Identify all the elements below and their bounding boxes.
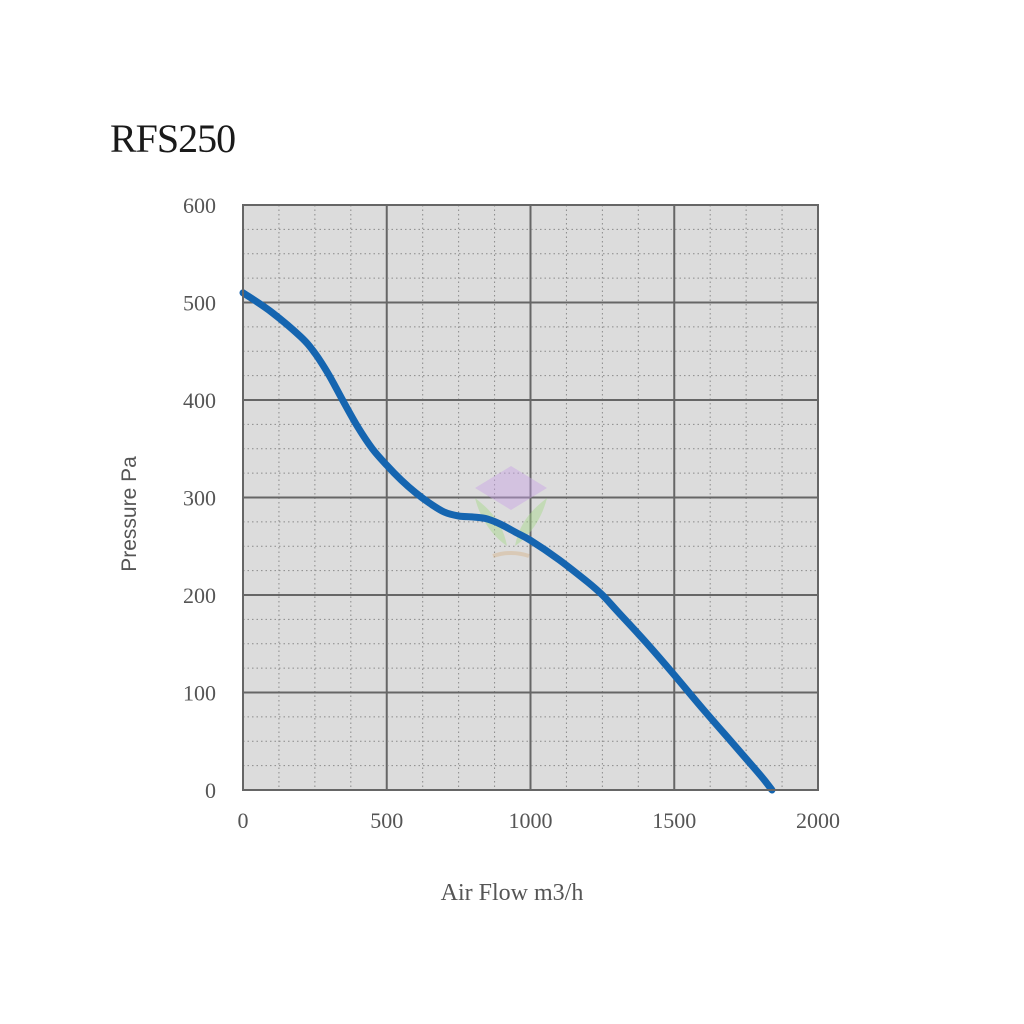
x-tick-label: 2000 — [796, 808, 840, 833]
x-tick-labels: 0 500 1000 1500 2000 — [238, 808, 841, 833]
y-tick-label: 500 — [183, 291, 216, 316]
y-axis-label: Pressure Pa — [118, 456, 141, 572]
y-tick-labels: 0 100 200 300 400 500 600 — [183, 193, 216, 803]
y-tick-label: 0 — [205, 778, 216, 803]
x-tick-label: 0 — [238, 808, 249, 833]
chart-title: RFS250 — [110, 116, 235, 161]
x-tick-label: 1500 — [652, 808, 696, 833]
y-tick-label: 200 — [183, 583, 216, 608]
plot-frame — [242, 204, 819, 791]
y-tick-label: 100 — [183, 681, 216, 706]
x-tick-label: 1000 — [509, 808, 553, 833]
x-axis-label: Air Flow m3/h — [441, 880, 584, 906]
y-tick-label: 400 — [183, 388, 216, 413]
y-tick-label: 300 — [183, 486, 216, 511]
grid — [243, 205, 818, 790]
y-tick-label: 600 — [183, 193, 216, 218]
x-tick-label: 500 — [370, 808, 403, 833]
pressure-curve — [239, 289, 776, 794]
